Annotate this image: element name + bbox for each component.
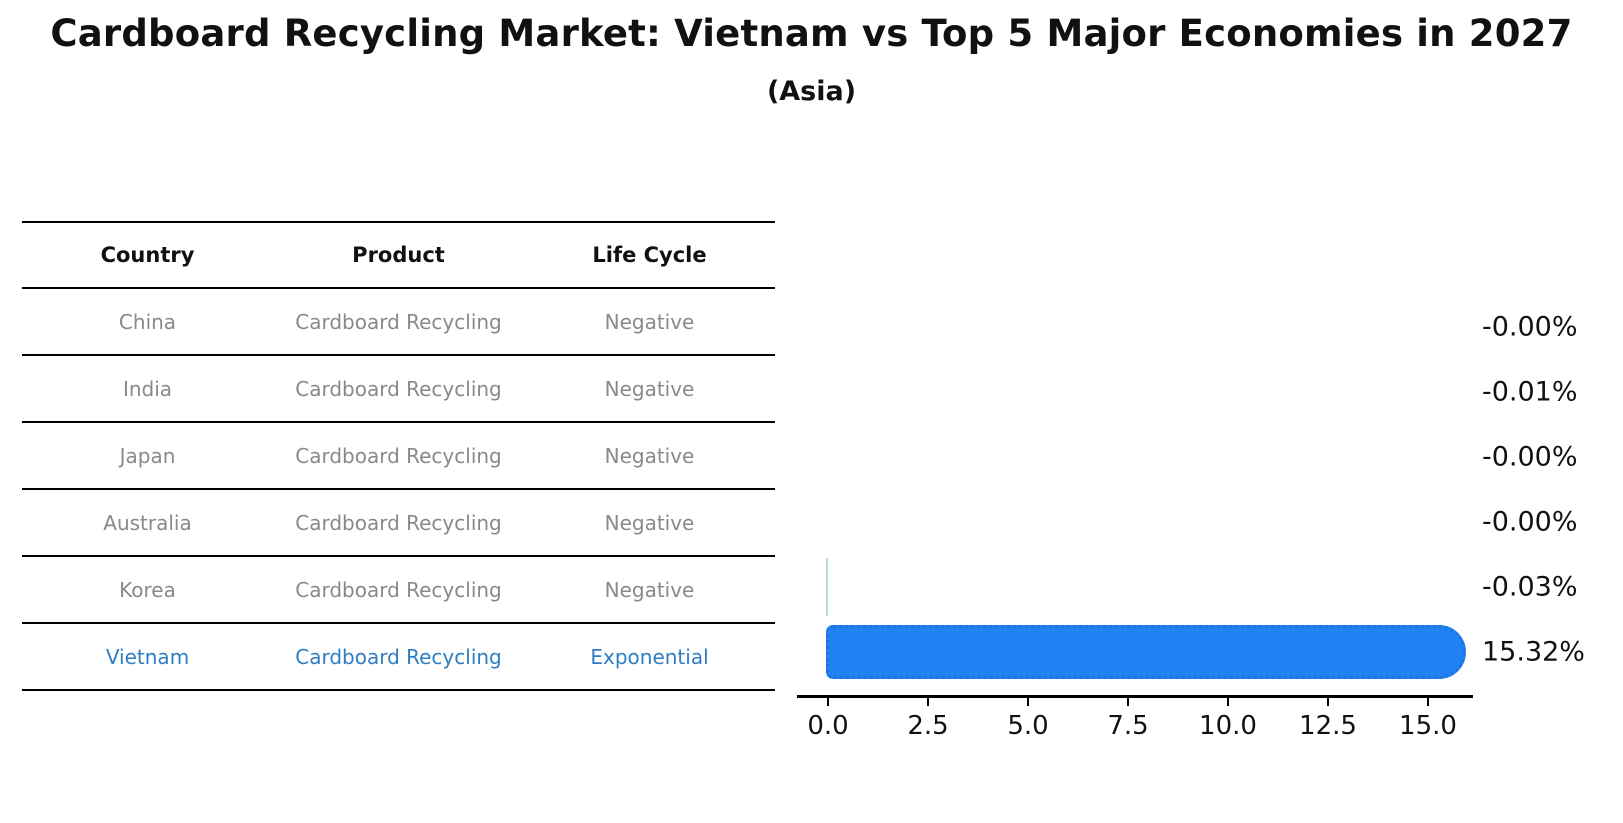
cell-country: Vietnam <box>105 644 190 669</box>
x-axis-tick <box>1227 698 1229 706</box>
x-axis-tick-label: 7.5 <box>1107 711 1149 741</box>
x-axis-tick <box>927 698 929 706</box>
cell-product: Cardboard Recycling <box>295 644 502 669</box>
col-header-country: Country <box>100 243 195 267</box>
x-axis-tick <box>1027 698 1029 706</box>
bar-chart-plot-area: 0.0 2.5 5.0 7.5 10.0 12.5 15.0 <box>797 260 1473 741</box>
chart-title: Cardboard Recycling Market: Vietnam vs T… <box>50 12 1573 55</box>
x-axis-tick-label: 15.0 <box>1399 711 1457 741</box>
cell-country: Korea <box>119 577 176 602</box>
x-axis-tick-label: 12.5 <box>1299 711 1357 741</box>
bar-vietnam <box>826 625 1466 679</box>
cell-life-cycle: Negative <box>604 510 695 535</box>
cell-product: Cardboard Recycling <box>295 376 502 401</box>
value-label-india: -0.01% <box>1482 376 1578 408</box>
table-header-row: Country Product Life Cycle <box>22 223 775 289</box>
cell-country: India <box>122 376 173 401</box>
table-row-korea: Korea Cardboard Recycling Negative <box>22 557 775 624</box>
table-row-australia: Australia Cardboard Recycling Negative <box>22 490 775 557</box>
x-axis-tick-label: 2.5 <box>907 711 949 741</box>
cell-product: Cardboard Recycling <box>295 443 502 468</box>
value-label-korea: -0.03% <box>1482 571 1578 603</box>
bar-korea <box>826 558 828 616</box>
col-header-life-cycle: Life Cycle <box>592 243 707 267</box>
x-axis-tick-label: 0.0 <box>807 711 849 741</box>
country-table: Country Product Life Cycle China Cardboar… <box>22 221 775 691</box>
x-axis-tick-label: 10.0 <box>1199 711 1257 741</box>
cell-country: Australia <box>103 510 192 535</box>
table-row-india: India Cardboard Recycling Negative <box>22 356 775 423</box>
cell-life-cycle: Negative <box>604 577 695 602</box>
value-label-vietnam: 15.32% <box>1482 636 1585 668</box>
value-label-australia: -0.00% <box>1482 506 1578 538</box>
value-label-china: -0.00% <box>1482 311 1578 343</box>
x-axis-tick <box>1127 698 1129 706</box>
col-header-product: Product <box>352 243 445 267</box>
x-axis-tick-label: 5.0 <box>1007 711 1049 741</box>
cell-life-cycle: Exponential <box>590 644 709 669</box>
x-axis-tick <box>1327 698 1329 706</box>
cell-country: Japan <box>119 443 176 468</box>
cell-product: Cardboard Recycling <box>295 577 502 602</box>
table-row-japan: Japan Cardboard Recycling Negative <box>22 423 775 490</box>
cell-life-cycle: Negative <box>604 443 695 468</box>
cell-product: Cardboard Recycling <box>295 510 502 535</box>
x-axis-tick <box>827 698 829 706</box>
chart-subtitle: (Asia) <box>766 76 857 107</box>
cell-country: China <box>118 309 177 334</box>
cell-life-cycle: Negative <box>604 376 695 401</box>
table-row-vietnam: Vietnam Cardboard Recycling Exponential <box>22 624 775 691</box>
value-label-japan: -0.00% <box>1482 441 1578 473</box>
table-row-china: China Cardboard Recycling Negative <box>22 289 775 356</box>
x-axis-tick <box>1427 698 1429 706</box>
cell-life-cycle: Negative <box>604 309 695 334</box>
cell-product: Cardboard Recycling <box>295 309 502 334</box>
